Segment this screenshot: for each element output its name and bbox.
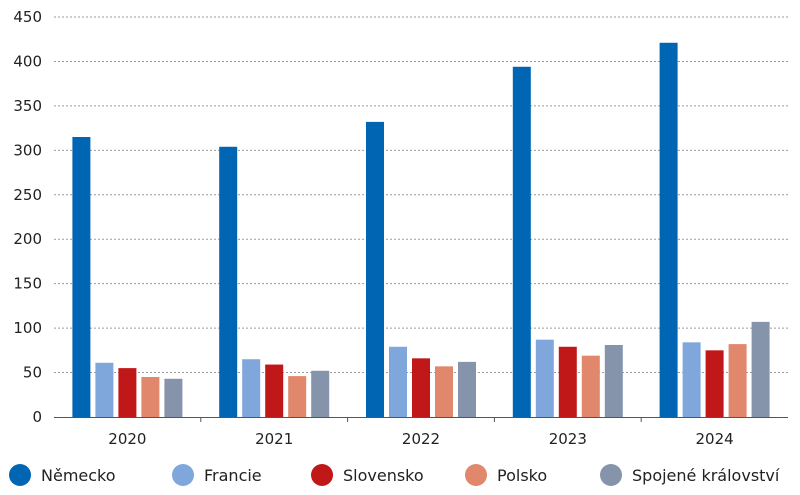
y-tick-label: 300 — [13, 141, 42, 159]
legend-label: Spojené království — [632, 466, 780, 485]
bar-2022-2 — [412, 358, 430, 417]
bar-2021-0 — [219, 146, 238, 417]
legend-label: Polsko — [497, 466, 547, 485]
y-tick-label: 100 — [13, 319, 42, 337]
bar-2023-1 — [535, 339, 554, 417]
legend-label: Slovensko — [343, 466, 424, 485]
x-tick-label: 2023 — [549, 430, 587, 448]
bar-2020-4 — [164, 378, 183, 417]
y-tick-label: 450 — [13, 8, 42, 26]
y-axis-ticks: 0 50 100 150 200 250 300 350 400 450 — [13, 8, 42, 426]
legend-marker — [465, 464, 487, 486]
bar-2020-3 — [141, 377, 160, 417]
legend-marker — [311, 464, 333, 486]
bar-2024-2 — [705, 350, 724, 417]
x-tick-label: 2022 — [402, 430, 440, 448]
bars — [72, 42, 770, 418]
bar-2024-1 — [682, 342, 701, 417]
legend-marker — [172, 464, 194, 486]
bar-2024-3 — [728, 344, 747, 417]
grid-lines — [54, 16, 788, 374]
bar-2020-0 — [72, 137, 91, 417]
y-tick-label: 0 — [32, 408, 42, 426]
x-tick-label: 2021 — [255, 430, 293, 448]
bar-2023-4 — [604, 345, 623, 417]
y-tick-label: 150 — [13, 275, 42, 293]
bar-2020-2 — [118, 368, 137, 417]
bar-2023-3 — [581, 355, 600, 417]
bar-2022-3 — [435, 366, 453, 417]
legend-label: Francie — [204, 466, 262, 485]
x-axis-ticks: 2020 2021 2022 2023 2024 — [108, 417, 734, 448]
x-tick-label: 2024 — [696, 430, 734, 448]
y-tick-label: 200 — [13, 230, 42, 248]
bar-2020-1 — [95, 362, 114, 417]
bar-2024-4 — [751, 321, 770, 417]
bar-2021-1 — [242, 359, 261, 417]
y-tick-label: 400 — [13, 52, 42, 70]
legend-marker — [9, 464, 31, 486]
y-tick-label: 50 — [23, 364, 42, 382]
y-tick-label: 250 — [13, 186, 42, 204]
bar-2022-1 — [389, 346, 407, 417]
bar-2021-4 — [311, 370, 330, 417]
y-tick-label: 350 — [13, 97, 42, 115]
bar-2022-0 — [366, 121, 384, 417]
bar-2021-3 — [288, 376, 307, 417]
x-tick-label: 2020 — [108, 430, 146, 448]
bar-2022-4 — [458, 361, 476, 417]
bar-2023-0 — [512, 66, 531, 418]
legend-label: Německo — [41, 466, 116, 485]
legend-marker — [600, 464, 622, 486]
legend: Německo Francie Slovensko Polsko Spojené krá… — [9, 464, 780, 486]
bar-2021-2 — [265, 364, 284, 417]
bar-2024-0 — [659, 42, 678, 418]
bar-2023-2 — [558, 346, 577, 417]
